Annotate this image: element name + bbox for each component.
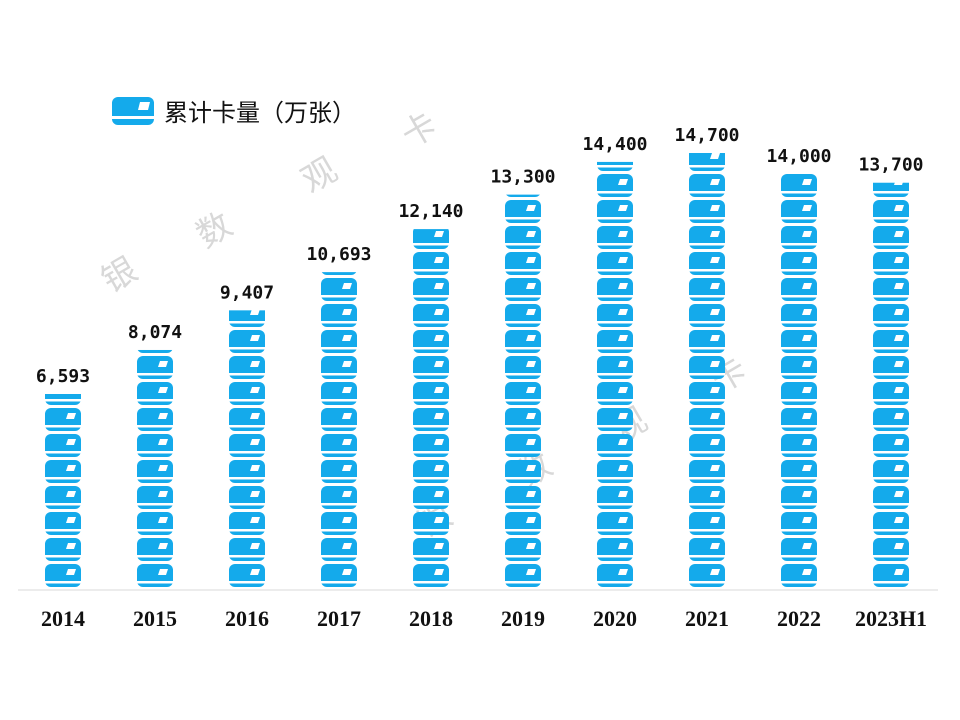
bar-group: 6,593 2014 bbox=[36, 366, 90, 631]
watermark-char: 观 bbox=[295, 150, 344, 202]
bar-group: 13,300 2019 bbox=[490, 167, 555, 631]
bar bbox=[413, 229, 449, 591]
bar-group: 9,407 2016 bbox=[220, 282, 274, 631]
watermark-char: 卡 bbox=[395, 105, 444, 157]
value-label: 13,300 bbox=[490, 167, 555, 188]
x-tick-label: 2020 bbox=[593, 606, 637, 631]
value-label: 14,400 bbox=[582, 134, 647, 155]
x-tick-label: 2015 bbox=[133, 606, 177, 631]
x-tick-label: 2022 bbox=[777, 606, 821, 631]
bar bbox=[137, 349, 173, 590]
x-tick-label: 2021 bbox=[685, 606, 729, 631]
x-tick-label: 2018 bbox=[409, 606, 453, 631]
value-label: 8,074 bbox=[128, 322, 182, 343]
value-label: 10,693 bbox=[306, 244, 371, 265]
bar bbox=[873, 182, 909, 590]
bar bbox=[597, 161, 633, 590]
bar-group: 10,693 2017 bbox=[306, 244, 371, 631]
x-tick-label: 2023H1 bbox=[855, 606, 927, 631]
bar-group: 8,074 2015 bbox=[128, 322, 182, 631]
bar-group: 13,700 2023H1 bbox=[855, 155, 927, 631]
x-tick-label: 2014 bbox=[41, 606, 85, 631]
bar bbox=[781, 173, 817, 591]
value-label: 12,140 bbox=[398, 201, 463, 222]
bar bbox=[229, 310, 265, 590]
bar bbox=[505, 194, 541, 590]
bar bbox=[45, 394, 81, 590]
bar bbox=[689, 153, 725, 590]
bar-group: 14,000 2022 bbox=[766, 146, 831, 631]
bar-group: 14,400 2020 bbox=[582, 134, 647, 631]
value-label: 14,000 bbox=[766, 146, 831, 167]
value-label: 14,700 bbox=[674, 125, 739, 146]
bar-group: 14,700 2021 bbox=[674, 125, 739, 631]
legend-label: 累计卡量（万张） bbox=[164, 99, 356, 127]
x-tick-label: 2016 bbox=[225, 606, 269, 631]
legend: 累计卡量（万张） bbox=[112, 97, 356, 127]
value-label: 6,593 bbox=[36, 366, 90, 387]
x-tick-label: 2017 bbox=[317, 606, 361, 631]
x-tick-label: 2019 bbox=[501, 606, 545, 631]
watermark-char: 数 bbox=[190, 205, 239, 257]
legend-card-icon bbox=[112, 97, 154, 125]
bars: 6,593 2014 8,074 2015 9,407 2016 10,693 2017 12,… bbox=[36, 125, 927, 631]
value-label: 9,407 bbox=[220, 282, 274, 303]
value-label: 13,700 bbox=[858, 155, 923, 176]
watermark-char: 银 bbox=[95, 250, 144, 302]
bar bbox=[321, 272, 357, 590]
bar-group: 12,140 2018 bbox=[398, 201, 463, 631]
